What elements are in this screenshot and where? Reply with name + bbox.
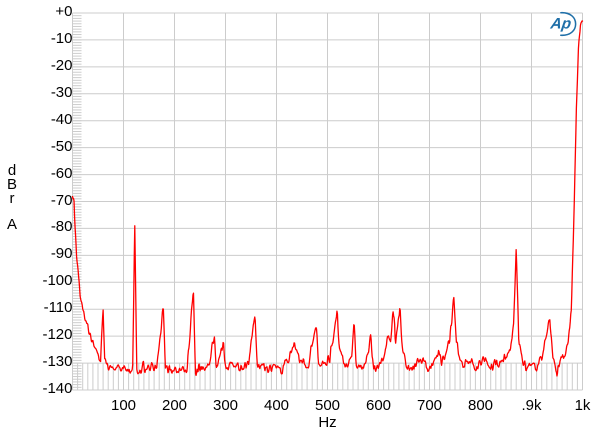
svg-text:Ap: Ap xyxy=(549,16,573,33)
